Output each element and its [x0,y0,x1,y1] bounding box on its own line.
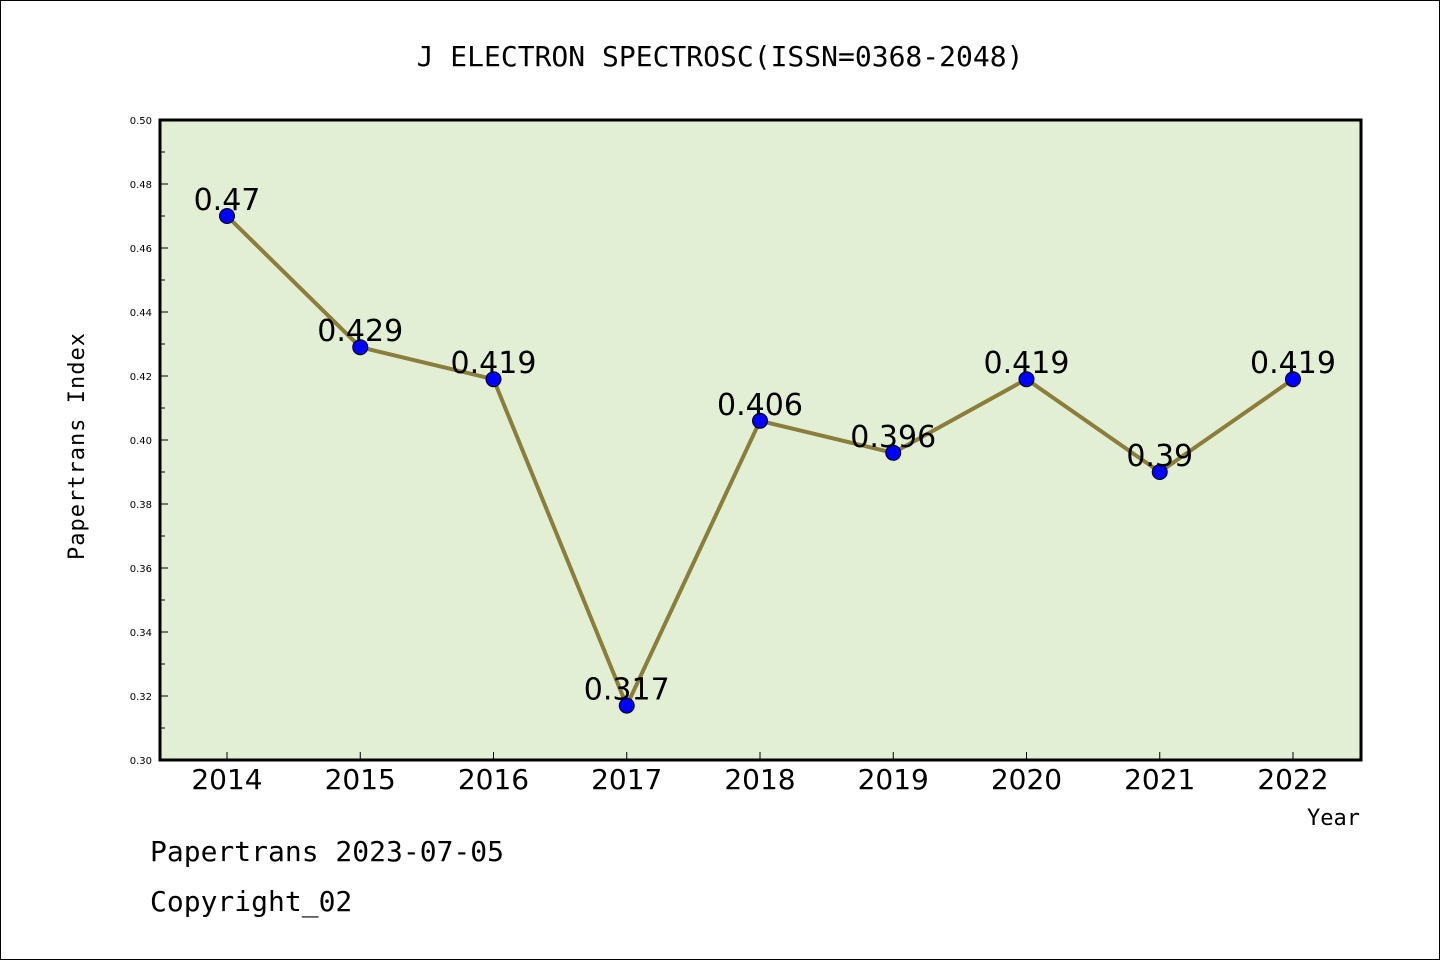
data-point [1285,371,1301,388]
data-point [485,371,502,388]
data-label: 0.419 [1250,346,1336,381]
x-tick-label: 2021 [1124,763,1195,796]
data-label: 0.396 [850,420,936,455]
x-tick-label: 2020 [991,763,1062,796]
data-label: 0.429 [317,314,403,349]
x-tick-label: 2015 [325,763,396,796]
chart-title: J ELECTRON SPECTROSC(ISSN=0368-2048) [417,40,1024,73]
y-tick-label: 0.38 [130,500,152,511]
y-tick-label: 0.42 [130,372,152,383]
data-point [885,444,902,461]
y-tick-label: 0.34 [130,628,152,639]
data-label: 0.47 [194,183,261,218]
x-tick-label: 2022 [1257,763,1328,796]
data-point [618,697,635,714]
series-layer [219,208,1301,714]
footer-copyright: Copyright_02 [150,885,353,918]
y-tick-label: 0.32 [130,692,152,703]
data-label: 0.419 [451,346,537,381]
y-axis-label: Papertrans Index [65,332,90,560]
data-labels: 0.47 0.429 0.419 0.317 0.406 0.396 0.419 0.39 0.… [194,183,1336,708]
data-point [352,339,369,356]
x-tick-label: 2016 [458,763,529,796]
x-tick-label: 2018 [724,763,795,796]
y-tick-label: 0.46 [130,244,152,255]
data-label: 0.406 [717,388,803,423]
data-label: 0.39 [1126,439,1193,474]
x-axis-ticks: 2014 2015 2016 2017 2018 2019 2020 2021 2022 [191,752,1329,796]
y-tick-label: 0.44 [130,308,152,319]
y-tick-label: 0.48 [130,180,152,191]
x-tick-label: 2017 [591,763,662,796]
plot-area [158,118,1363,762]
data-point [1018,371,1035,388]
y-tick-label: 0.36 [130,564,152,575]
y-tick-label: 0.30 [130,756,152,767]
x-tick-label: 2019 [858,763,929,796]
data-point [752,412,768,429]
y-axis-ticks: 0.30 0.32 0.34 0.36 0.38 0.40 0.42 0.44 0.46 0.48… [130,116,168,767]
data-label: 0.317 [584,673,670,708]
data-point [219,208,235,224]
x-tick-label: 2014 [191,763,262,796]
y-tick-label: 0.50 [130,116,152,127]
data-point [1151,464,1168,480]
x-axis-label: Year [1307,806,1360,831]
footer-date-line: Papertrans 2023-07-05 [150,835,505,868]
data-label: 0.419 [984,346,1070,381]
y-tick-label: 0.40 [130,436,152,447]
